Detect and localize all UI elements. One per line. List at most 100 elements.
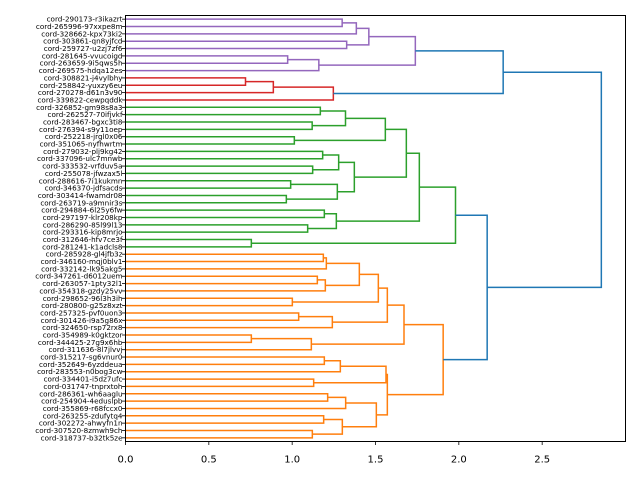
dendrogram-link-38 [125, 315, 334, 329]
dendrogram-link-33 [125, 279, 327, 292]
leaf-label: cord-334401-i5dz7ufc [44, 375, 123, 384]
dendrogram-link-32 [125, 275, 319, 285]
leaf-label: cord-301426-i9a5g86x [41, 316, 124, 325]
dendrogram-link-42 [311, 304, 405, 345]
leaf-labels: cord-290173-r3ikazrtcord-265996-97xxpe8m… [35, 15, 126, 442]
dendrogram-link-5 [125, 58, 320, 72]
leaf-label: cord-252218-jrgl0x06 [45, 132, 123, 141]
leaf-label: cord-281241-k1adcls8 [42, 242, 123, 251]
plot-frame [125, 15, 626, 442]
leaf-label: cord-269575-hdqa12es [39, 66, 123, 75]
leaf-label: cord-354989-k0gktzor [43, 331, 123, 340]
dendrogram-link-9 [125, 86, 335, 101]
dendrogram-link-14 [125, 135, 296, 145]
leaf-label: cord-285928-gl4jfb3z [46, 250, 123, 259]
x-axis: 0.0 0.5 1.0 1.5 2.0 2.5 [118, 441, 550, 466]
leaf-label: cord-281645-vvucoigd [42, 51, 123, 60]
leaf-label: cord-346370-jdfsacds [45, 184, 123, 193]
leaf-label: cord-339822-cewpqddk [37, 95, 123, 104]
leaf-label: cord-303861-qn8yjfcd [43, 37, 122, 46]
dendrogram-link-3 [346, 27, 370, 46]
dendrogram-link-51 [312, 418, 344, 435]
dendrogram-link-36 [292, 273, 380, 303]
x-tick-label: 0.5 [201, 455, 217, 466]
dendrogram-link-10 [333, 50, 504, 95]
leaf-label: cord-303414-fwamdr08 [38, 191, 123, 200]
x-tick-label: 1.5 [368, 455, 384, 466]
leaf-label: cord-263719-a9mnir3s [40, 198, 122, 207]
dendrogram-link-40 [125, 334, 253, 344]
x-tick-label: 2.0 [451, 455, 467, 466]
x-tick-label: 0.0 [118, 455, 134, 466]
leaf-label: cord-351065-nyfhwrtm [40, 140, 123, 149]
dendrogram-link-0 [125, 18, 343, 28]
dendrogram-link-54 [387, 323, 444, 396]
dendrogram-link-43 [125, 356, 326, 366]
dendrogram-link-22 [337, 161, 356, 193]
leaf-label: cord-326852-gm98s8a3 [36, 103, 122, 112]
leaf-label: cord-286361-wh6aaglu [39, 389, 122, 398]
dendrogram-link-25 [125, 224, 309, 233]
dendrogram-link-27 [336, 152, 421, 222]
leaf-label: cord-263255-zdufytq4 [43, 411, 123, 420]
leaf-label: cord-333532-vrfduv5a [42, 162, 122, 171]
x-tick-label: 1.0 [284, 455, 300, 466]
dendrogram-link-37 [125, 312, 300, 322]
leaf-label: cord-347261-d6012uem [35, 272, 122, 281]
dendrogram-link-28 [125, 238, 253, 248]
leaf-label: cord-311636-8l7jlvvj [48, 345, 122, 354]
dendrogram-link-6 [318, 35, 417, 66]
leaf-label: cord-288616-7i1kukmn [39, 176, 123, 185]
dendrogram-link-8 [125, 80, 275, 94]
dendrogram-link-13 [312, 110, 347, 127]
leaf-label: cord-254904-4eduslpb [41, 397, 123, 406]
dendrogram-link-16 [125, 150, 324, 160]
leaf-label: cord-279032-plj9kg42 [43, 147, 122, 156]
dendrogram-link-30 [125, 253, 325, 263]
leaf-label: cord-290173-r3ikazrt [47, 15, 123, 24]
leaf-label: cord-315217-sg6vnur0 [40, 353, 123, 362]
leaf-label: cord-280800-g25z8xzt [41, 301, 122, 310]
dendrogram-link-15 [294, 117, 387, 142]
leaf-label: cord-257325-pvf0uon3 [40, 308, 122, 317]
dendrogram-link-49 [125, 415, 325, 424]
leaf-label: cord-283553-n0bog3cw [37, 367, 123, 376]
dendrogram-link-11 [125, 106, 322, 116]
leaf-label: cord-328662-kpx73ki2 [41, 29, 122, 38]
dendrogram-link-2 [125, 40, 348, 50]
leaf-label: cord-354318-gzdy25vv [39, 286, 123, 295]
dendrogram-link-35 [125, 297, 294, 307]
dendrogram-link-41 [125, 337, 313, 351]
dendrogram-link-12 [125, 121, 313, 131]
leaf-label: cord-352649-6yzddeua [39, 360, 122, 369]
leaf-label: cord-270278-d61n3v90 [38, 88, 123, 97]
dendrogram-link-53 [376, 373, 389, 416]
leaf-label: cord-293316-kip8mrjo [42, 228, 122, 237]
dendrogram-link-47 [125, 393, 329, 402]
leaf-label: cord-318737-b32tk5ze [41, 433, 123, 442]
dendrogram-link-50 [125, 429, 314, 439]
dendrogram-link-23 [354, 128, 408, 178]
dendrogram-link-20 [125, 194, 288, 204]
dendrogram-link-52 [342, 402, 378, 428]
leaf-label: cord-324650-rsp72rx8 [42, 323, 123, 332]
leaf-label: cord-298652-96l3h3ih [43, 294, 123, 303]
leaf-label: cord-294884-6l25y6fw [41, 206, 122, 215]
dendrogram-link-48 [125, 396, 347, 410]
dendrogram-link-26 [307, 213, 338, 230]
dendrogram-link-1 [125, 22, 358, 35]
leaf-label: cord-337096-ulc7mnwb [37, 154, 123, 163]
leaf-label: cord-262527-70ifjvkf [48, 110, 123, 119]
x-tick-label: 2.5 [534, 455, 550, 466]
leaf-label: cord-259727-u2zj7zf6 [44, 44, 123, 53]
dendrogram-link-56 [487, 71, 603, 289]
dendrogram-link-17 [125, 165, 314, 175]
leaf-label: cord-355869-r68fccx0 [43, 404, 123, 413]
leaf-label: cord-332142-lk95akg5 [41, 264, 122, 273]
dendrogram-link-7 [125, 77, 247, 87]
leaf-label: cord-308821-j4vylbhy [44, 73, 124, 82]
dendrogram-link-46 [313, 365, 387, 384]
leaf-label: cord-346160-mqj0blv1 [41, 257, 123, 266]
dendrogram-link-39 [332, 287, 389, 323]
